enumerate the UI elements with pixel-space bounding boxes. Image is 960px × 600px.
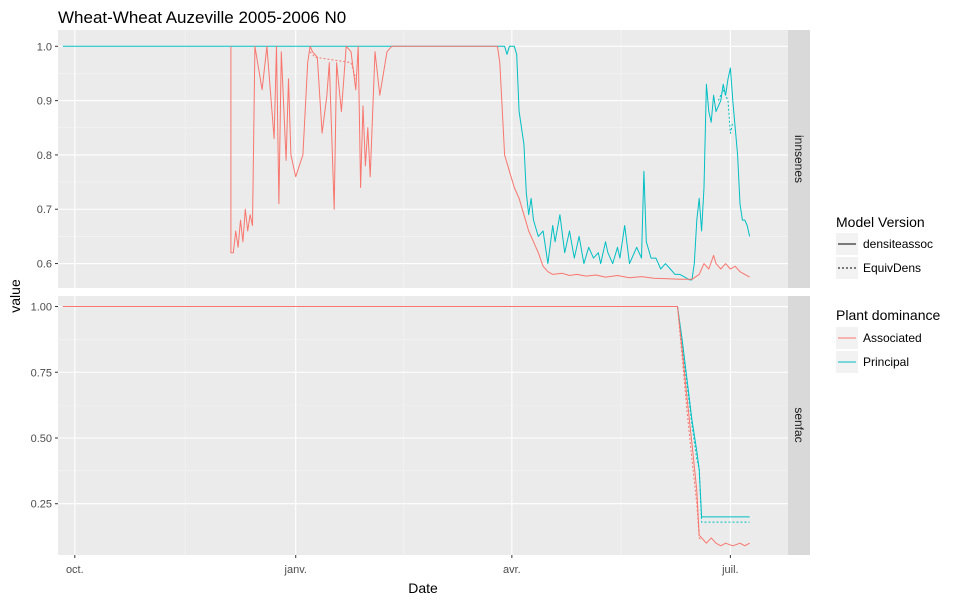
series-line-innsenes-principal-densiteassoc — [62, 45, 751, 281]
y-tick-label: 0.75 — [31, 367, 52, 379]
x-axis: oct. janv. avr. juil. — [66, 555, 739, 576]
series-line-innsenes-associated-densiteassoc — [230, 45, 750, 280]
legend-title-plant-dominance: Plant dominance — [836, 307, 941, 323]
y-tick-label: 0.6 — [37, 259, 52, 271]
series-group-senfac — [62, 306, 750, 547]
legend-label-associated: Associated — [863, 331, 922, 345]
y-tick-label: 0.25 — [31, 499, 52, 511]
y-tick-label: 0.9 — [37, 96, 52, 108]
y-tick-label: 0.50 — [31, 433, 52, 445]
legend-label-densiteassoc: densiteassoc — [863, 237, 933, 251]
strip-label-innsenes: innsenes — [792, 135, 806, 183]
series-group-innsenes — [62, 45, 751, 281]
series-line-senfac-associated-equivdens — [677, 306, 702, 541]
x-tick-label: juil. — [721, 564, 739, 576]
x-axis-title: Date — [408, 580, 438, 596]
x-tick-label: oct. — [66, 564, 84, 576]
legend-label-equivdens: EquivDens — [863, 261, 921, 275]
y-tick-label: 0.7 — [37, 204, 52, 216]
y-tick-label: 1.00 — [31, 302, 52, 314]
y-axis-title: value — [7, 279, 23, 313]
panel-background-innsenes — [58, 30, 788, 288]
strip-senfac — [788, 296, 810, 555]
series-line-senfac-principal-equivdens — [677, 306, 750, 523]
panel-background-senfac — [58, 296, 788, 555]
legend-plant-dominance: Plant dominance Associated Principal — [836, 307, 941, 373]
strip-label-senfac: senfac — [792, 407, 806, 442]
legend-title-model-version: Model Version — [836, 214, 925, 230]
x-tick-label: janv. — [284, 564, 307, 576]
series-line-senfac-associated-densiteassoc — [62, 306, 750, 547]
strip-innsenes — [788, 30, 810, 288]
x-tick-label: avr. — [503, 564, 521, 576]
y-tick-label: 1.0 — [37, 41, 52, 53]
y-axis-senfac: 0.25 0.50 0.75 1.00 — [31, 302, 58, 511]
y-tick-label: 0.8 — [37, 150, 52, 162]
legend-model-version: Model Version densiteassoc EquivDens — [836, 214, 933, 279]
series-line-innsenes-associated-equivdens — [309, 51, 357, 80]
series-line-innsenes-principal-equivdens — [717, 89, 734, 134]
y-axis-innsenes: 0.6 0.7 0.8 0.9 1.0 — [37, 41, 58, 271]
chart-title: Wheat-Wheat Auzeville 2005-2006 N0 — [58, 8, 346, 27]
legend-label-principal: Principal — [863, 355, 909, 369]
